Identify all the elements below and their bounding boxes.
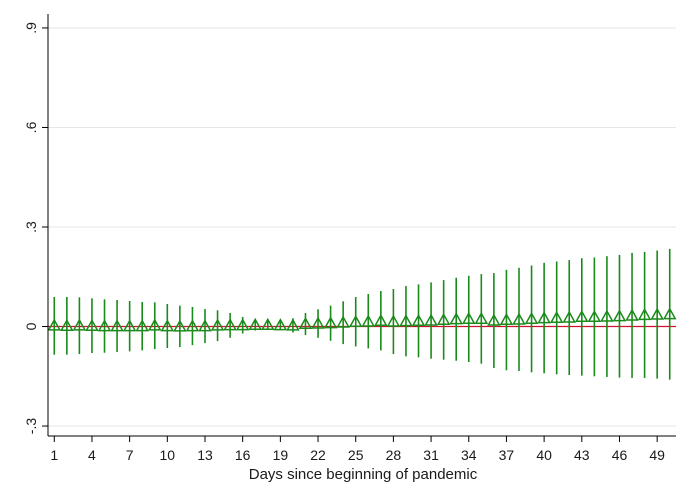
point-estimate-marker: [173, 319, 187, 332]
point-estimate-marker: [223, 318, 237, 331]
point-estimate-marker: [474, 311, 489, 325]
x-tick-label: 7: [126, 447, 134, 463]
point-estimate-marker: [524, 311, 539, 325]
y-tick-label: .6: [23, 121, 39, 133]
point-estimate-marker: [449, 312, 463, 325]
point-estimate-marker: [85, 318, 99, 332]
point-estimate-marker: [637, 307, 652, 321]
point-estimate-marker: [336, 315, 350, 328]
x-tick-label: 1: [50, 447, 58, 463]
point-estimate-marker: [298, 316, 313, 330]
point-estimate-marker: [461, 311, 476, 325]
point-estimate-marker: [135, 319, 149, 332]
y-tick-label: 0: [23, 322, 39, 330]
point-estimate-marker: [210, 318, 225, 331]
point-estimate-marker: [650, 307, 664, 320]
point-estimate-marker: [537, 311, 551, 324]
y-tick-labels: -.3 0 .3 .6 .9: [23, 22, 39, 434]
point-estimate-marker: [198, 319, 212, 332]
x-tick-label: 19: [273, 447, 289, 463]
point-estimate-marker: [110, 319, 124, 332]
point-estimate-marker: [47, 318, 62, 331]
point-estimate-marker: [185, 319, 200, 332]
x-tick-label: 25: [348, 447, 364, 463]
x-tick-label: 34: [461, 447, 477, 463]
y-tick-label: .3: [23, 221, 39, 233]
x-tick-label: 40: [536, 447, 552, 463]
point-estimate-marker: [261, 317, 275, 331]
x-tick-label: 22: [310, 447, 326, 463]
point-estimate-marker: [122, 319, 137, 332]
point-estimate-marker: [235, 318, 250, 331]
point-estimate-marker: [612, 309, 627, 322]
y-tick-label: .9: [23, 22, 39, 34]
x-tick-label: 31: [423, 447, 439, 463]
point-estimate-marker: [436, 312, 451, 326]
x-tick-label: 16: [235, 447, 251, 463]
point-estimate-marker: [273, 318, 288, 331]
point-estimate-marker: [160, 319, 175, 332]
point-estimate-marker: [625, 308, 639, 321]
point-estimate-marker: [60, 318, 74, 332]
point-estimate-marker: [311, 316, 325, 329]
point-estimate-marker: [587, 309, 602, 323]
x-tick-label: 13: [197, 447, 213, 463]
point-estimate-marker: [386, 314, 401, 327]
y-tick-label: -.3: [23, 418, 39, 435]
x-tick-label: 28: [386, 447, 402, 463]
point-estimate-marker: [600, 309, 614, 322]
point-estimate-marker: [424, 313, 438, 326]
point-estimate-marker: [512, 312, 526, 325]
point-estimate-marker: [72, 318, 87, 331]
point-estimate-marker: [286, 318, 300, 331]
point-estimate-marker: [374, 313, 388, 327]
point-estimate-marker: [575, 309, 589, 323]
point-estimate-marker: [399, 314, 413, 327]
x-tick-label: 49: [649, 447, 665, 463]
point-estimate-marker: [147, 318, 162, 331]
confidence-intervals: [53, 248, 671, 380]
point-estimate-marker: [662, 307, 677, 320]
x-tick-label: 43: [574, 447, 590, 463]
point-estimate-marker: [549, 310, 564, 324]
x-tick-label: 37: [499, 447, 515, 463]
x-tick-label: 46: [612, 447, 628, 463]
point-estimate-marker: [562, 310, 577, 323]
point-estimates: [47, 307, 677, 332]
axes: [42, 14, 676, 442]
point-estimate-marker: [361, 314, 376, 327]
point-estimate-marker: [97, 319, 112, 332]
point-estimate-marker: [499, 312, 514, 326]
x-tick-label: 10: [160, 447, 176, 463]
point-estimate-marker: [248, 317, 263, 331]
point-estimate-marker: [348, 314, 363, 328]
x-tick-label: 4: [88, 447, 96, 463]
point-estimate-marker: [323, 316, 338, 329]
point-estimate-marker: [487, 313, 501, 326]
x-axis-title: Days since beginning of pandemic: [249, 466, 478, 483]
point-estimate-marker: [411, 313, 426, 327]
x-tick-labels: 1 4 7 10 13 16 19 22 25 28 31 34 37 40 43 46 49: [50, 447, 665, 463]
